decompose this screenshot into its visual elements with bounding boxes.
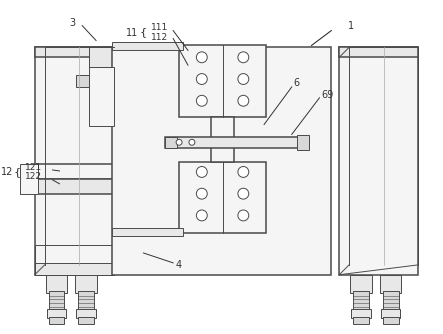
Bar [353, 291, 369, 310]
Bar [78, 317, 94, 324]
Bar [179, 45, 266, 117]
Circle shape [238, 210, 249, 221]
Bar [165, 137, 177, 148]
Text: 3: 3 [69, 18, 75, 28]
Text: 111: 111 [152, 23, 169, 32]
Bar [339, 47, 418, 275]
Bar [353, 317, 369, 324]
Circle shape [238, 73, 249, 85]
Text: 112: 112 [152, 33, 168, 42]
Bar [35, 179, 114, 194]
Text: 4: 4 [175, 260, 181, 270]
Bar [89, 67, 114, 127]
Text: 1: 1 [348, 21, 354, 31]
Circle shape [238, 95, 249, 106]
Bar [75, 275, 97, 293]
Bar [89, 47, 114, 67]
Bar [381, 309, 400, 318]
Bar [49, 317, 64, 324]
Bar [112, 47, 331, 275]
Bar [35, 47, 114, 57]
Bar [383, 291, 399, 310]
Circle shape [189, 139, 195, 145]
Bar [20, 164, 38, 194]
Bar [380, 275, 401, 293]
Circle shape [196, 188, 207, 199]
Bar [211, 117, 234, 162]
Circle shape [176, 139, 182, 145]
Bar [35, 47, 114, 275]
Bar [35, 263, 114, 275]
Bar [35, 164, 114, 179]
Circle shape [238, 188, 249, 199]
Bar [112, 228, 183, 236]
Bar [297, 135, 309, 150]
Circle shape [196, 95, 207, 106]
Bar [49, 291, 64, 310]
Circle shape [196, 52, 207, 63]
Text: 12: 12 [0, 167, 13, 177]
Bar [165, 137, 309, 148]
Bar [383, 317, 399, 324]
Circle shape [238, 52, 249, 63]
Bar [76, 75, 89, 87]
Text: 6: 6 [294, 78, 300, 88]
Circle shape [238, 167, 249, 177]
Text: 121: 121 [25, 163, 42, 171]
Text: 11: 11 [126, 28, 139, 37]
Bar [350, 275, 372, 293]
Circle shape [196, 167, 207, 177]
Text: 122: 122 [25, 172, 42, 181]
Bar [179, 162, 266, 233]
Circle shape [196, 210, 207, 221]
Bar [78, 291, 94, 310]
Text: {: { [14, 167, 21, 177]
Circle shape [196, 73, 207, 85]
Bar [76, 309, 96, 318]
Bar [35, 245, 114, 275]
Bar [339, 47, 418, 57]
Text: {: { [140, 28, 147, 37]
Bar [112, 42, 183, 50]
Bar [46, 275, 67, 293]
Bar [351, 309, 371, 318]
Text: 69: 69 [322, 90, 334, 100]
Bar [47, 309, 66, 318]
